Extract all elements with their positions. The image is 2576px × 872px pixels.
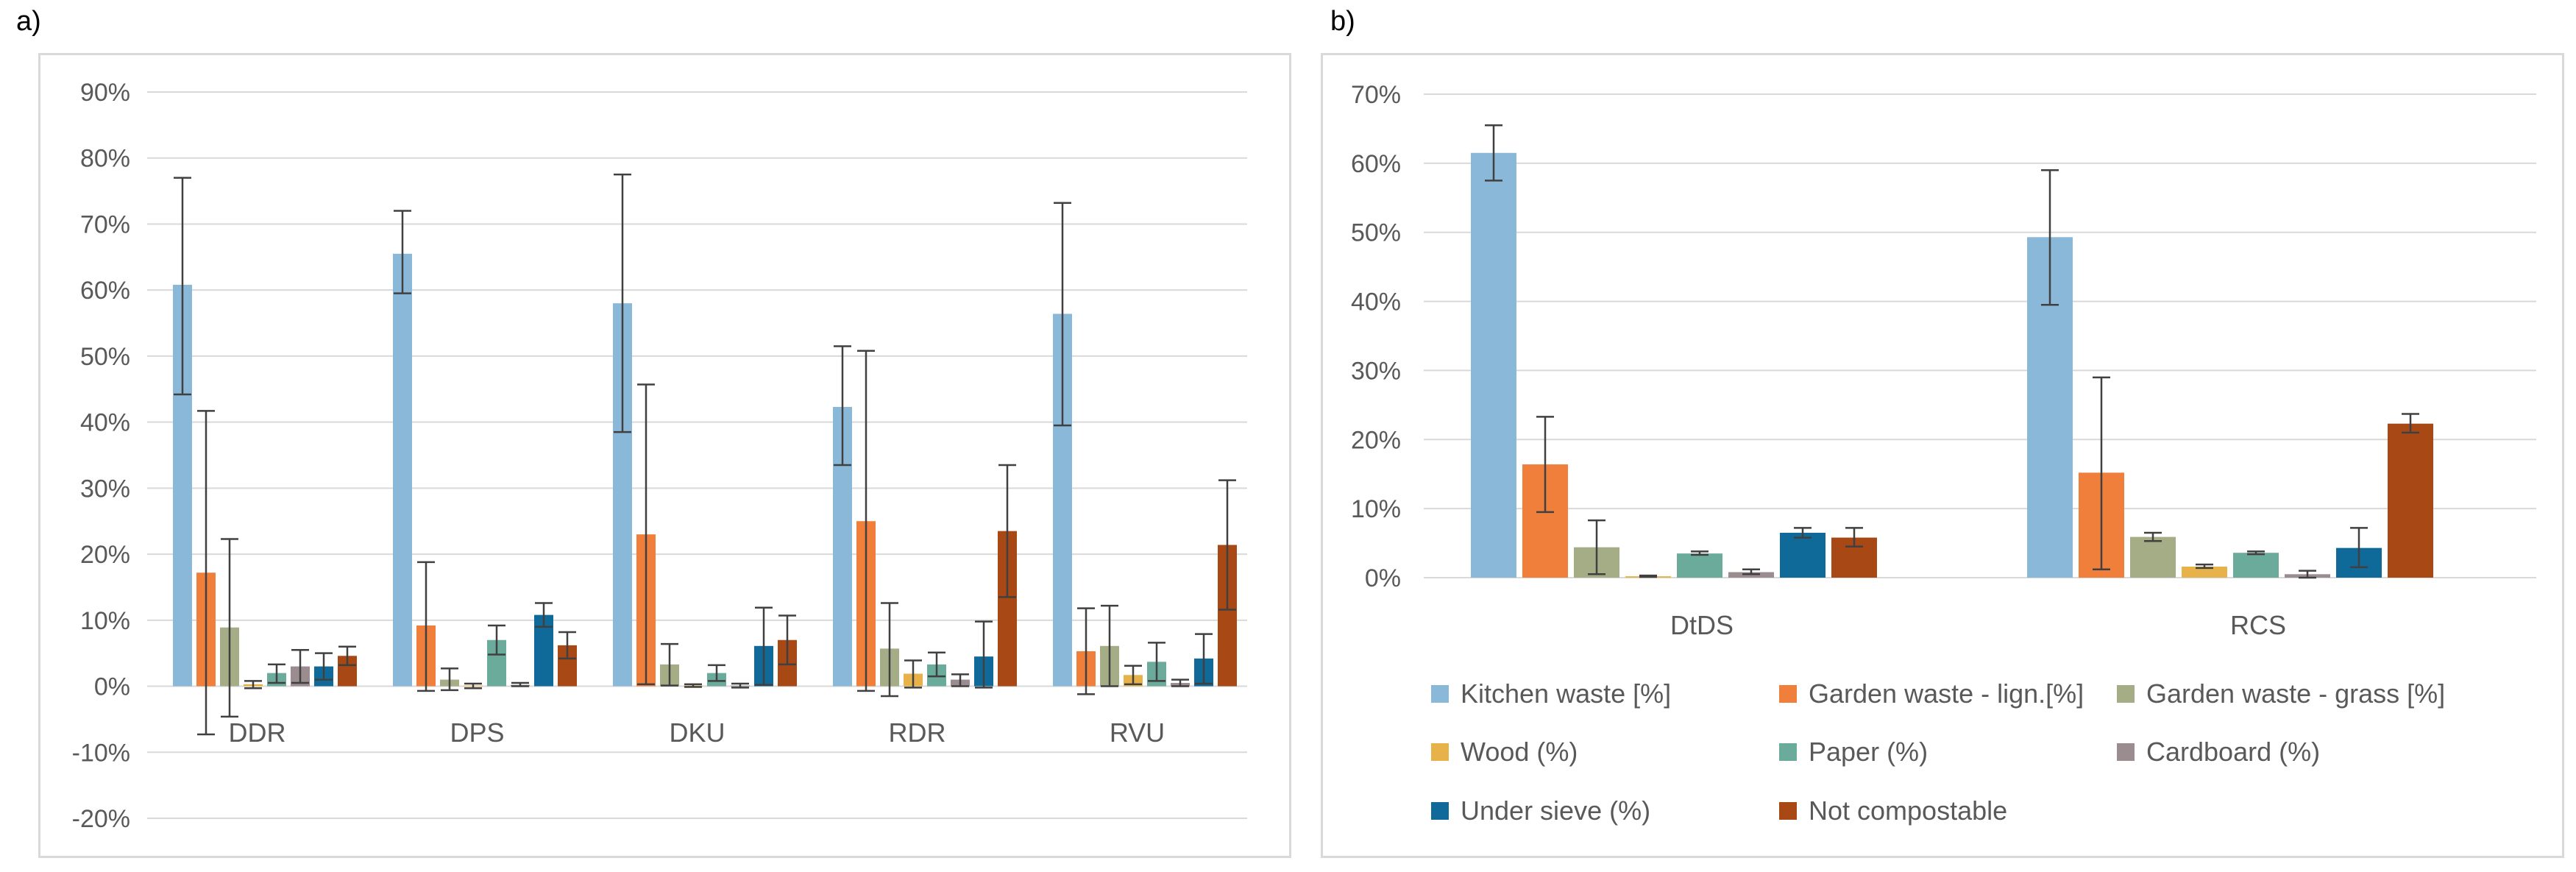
- y-tick-label: 80%: [80, 145, 130, 173]
- category-label: DKU: [669, 717, 725, 748]
- chart-b-frame: [1321, 53, 2564, 858]
- y-tick-label: 20%: [80, 541, 130, 569]
- y-tick-label: -10%: [72, 739, 130, 767]
- y-tick-label: 30%: [80, 475, 130, 503]
- y-tick-label: 10%: [80, 607, 130, 635]
- category-label: DPS: [450, 717, 504, 748]
- y-tick-label: -20%: [72, 805, 130, 833]
- y-tick-label: 0%: [94, 673, 130, 701]
- chart-a-frame: [38, 53, 1291, 858]
- category-label: RDR: [889, 717, 946, 748]
- category-label: RVU: [1110, 717, 1165, 748]
- category-label: DDR: [229, 717, 286, 748]
- y-tick-label: 40%: [80, 409, 130, 437]
- y-tick-label: 50%: [80, 343, 130, 371]
- y-tick-label: 70%: [80, 210, 130, 238]
- panel-label-a: a): [16, 6, 41, 37]
- y-tick-label: 90%: [80, 79, 130, 107]
- y-tick-label: 60%: [80, 277, 130, 305]
- panel-label-b: b): [1330, 6, 1355, 37]
- bar: [393, 253, 412, 687]
